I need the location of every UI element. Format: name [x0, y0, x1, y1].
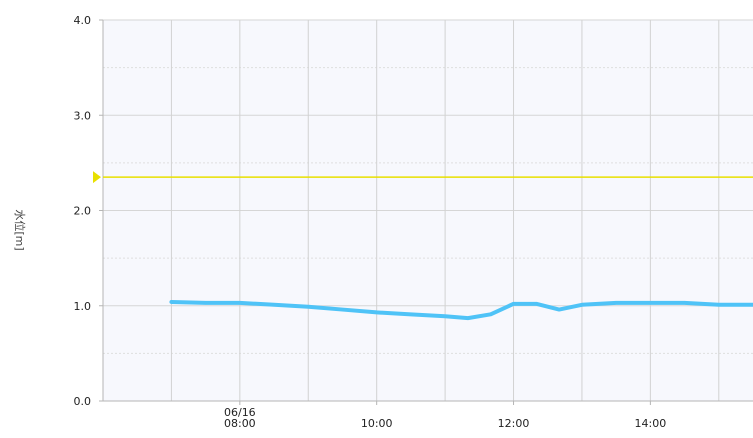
data-point	[580, 303, 584, 307]
data-point	[683, 301, 687, 305]
data-point	[409, 312, 413, 316]
x-tick-label: 12:00	[498, 417, 530, 430]
threshold-marker	[93, 171, 101, 184]
data-point	[340, 308, 344, 312]
x-tick-label: 06/16	[224, 406, 256, 419]
x-tick-label: 14:00	[635, 417, 667, 430]
data-point	[443, 314, 447, 318]
data-point	[375, 310, 379, 314]
data-point	[204, 301, 208, 305]
data-point	[272, 303, 276, 307]
data-point	[648, 301, 652, 305]
y-tick-label: 1.0	[74, 300, 92, 313]
data-point	[534, 302, 538, 306]
data-point	[614, 301, 618, 305]
data-point	[169, 300, 173, 304]
data-point	[489, 312, 493, 316]
y-axis-label: 水位[m]	[13, 209, 27, 250]
x-tick-label: 08:00	[224, 417, 256, 430]
y-tick-label: 3.0	[74, 109, 92, 122]
y-axis: 0.0 1.0 2.0 3.0 4.0	[74, 14, 104, 408]
data-point	[557, 308, 561, 312]
data-point	[238, 301, 242, 305]
data-point	[466, 316, 470, 320]
series-group	[169, 299, 753, 321]
data-point	[512, 302, 516, 306]
y-tick-label: 2.0	[74, 205, 92, 218]
x-tick-label: 10:00	[361, 417, 393, 430]
data-point	[306, 305, 310, 309]
y-tick-label: 4.0	[74, 14, 92, 27]
series-line	[169, 299, 753, 321]
data-point	[717, 303, 721, 307]
threshold-group	[93, 171, 753, 184]
y-tick-label: 0.0	[74, 395, 92, 408]
